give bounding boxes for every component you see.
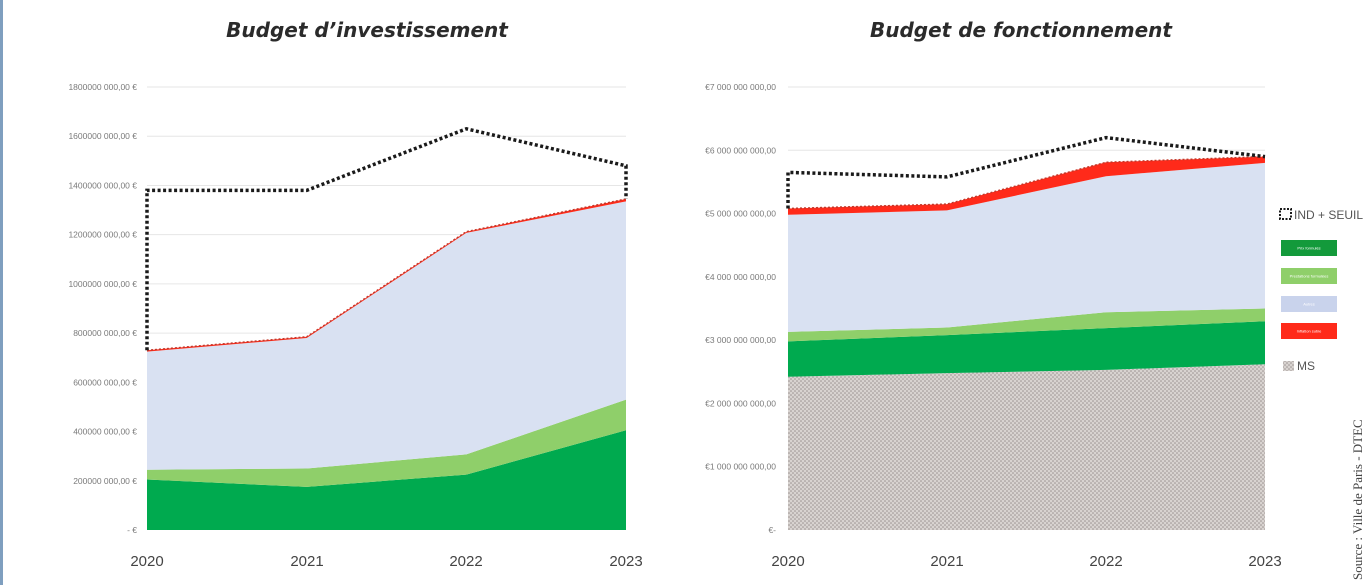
operating-chart: Budget de fonctionnement €- €1 000 000 000…	[705, 18, 1282, 570]
area-series-2	[147, 201, 626, 470]
x-tick-label: 2023	[1248, 553, 1281, 570]
y-tick-label: €4 000 000 000,00	[705, 272, 776, 282]
legend-item: Inflation subie	[1281, 323, 1337, 339]
threshold-line	[786, 135, 1266, 209]
y-tick-label: €5 000 000 000,00	[705, 209, 776, 219]
legend-label: Inflation subie	[1297, 329, 1322, 334]
legend-swatch	[1281, 268, 1337, 284]
y-tick-label: €2 000 000 000,00	[705, 398, 776, 408]
y-tick-label: 800000 000,00 €	[73, 328, 137, 338]
area-series-2	[788, 308, 1265, 342]
inflation-edge-line	[146, 198, 627, 352]
legend-label: IND + SEUIL	[1294, 208, 1363, 222]
y-tick-label: 1200000 000,00 €	[68, 230, 137, 240]
investment-chart: Budget d’investissement - € 200000 000,00 …	[68, 18, 642, 570]
y-tick-label: - €	[127, 525, 137, 535]
source-note: Source : Ville de Paris - DTEC	[1350, 419, 1365, 580]
legend-swatch	[1281, 296, 1337, 312]
legend-label: Prix formulés	[1297, 246, 1320, 251]
legend-item: Autres	[1281, 296, 1337, 312]
y-tick-label: €7 000 000 000,00	[705, 82, 776, 92]
area-series-1	[788, 321, 1265, 377]
y-tick-label: 1800000 000,00 €	[68, 82, 137, 92]
threshold-line	[145, 126, 628, 351]
area-series-3	[788, 162, 1265, 332]
area-series-0	[147, 430, 626, 530]
legend-label: Autres	[1303, 302, 1315, 307]
y-tick-label: €-	[768, 525, 776, 535]
y-tick-label: 1400000 000,00 €	[68, 180, 137, 190]
y-tick-label: 400000 000,00 €	[73, 427, 137, 437]
legend-label: MS	[1297, 359, 1315, 373]
legend-item: MS	[1283, 359, 1315, 373]
y-tick-label: €6 000 000 000,00	[705, 145, 776, 155]
y-tick-label: 200000 000,00 €	[73, 476, 137, 486]
y-tick-label: 1600000 000,00 €	[68, 131, 137, 141]
legend-swatch	[1281, 240, 1337, 256]
y-tick-label: 600000 000,00 €	[73, 377, 137, 387]
area-series-4	[788, 156, 1265, 215]
y-tick-label: 1000000 000,00 €	[68, 279, 137, 289]
legend-item: IND + SEUIL	[1279, 208, 1363, 222]
x-tick-label: 2020	[130, 553, 163, 570]
legend: IND + SEUIL Prix formulés Prestations form…	[1279, 208, 1363, 373]
area-series-1	[147, 399, 626, 487]
legend-label: Prestations formulées	[1290, 274, 1329, 279]
y-tick-label: €3 000 000 000,00	[705, 335, 776, 345]
area-series-0	[788, 364, 1265, 530]
chart-title: Budget d’investissement	[226, 18, 509, 42]
legend-item: Prix formulés	[1281, 240, 1337, 256]
x-tick-label: 2022	[449, 553, 482, 570]
x-tick-label: 2020	[771, 553, 804, 570]
x-tick-label: 2021	[290, 553, 323, 570]
y-tick-label: €1 000 000 000,00	[705, 462, 776, 472]
legend-swatch	[1283, 361, 1294, 371]
x-tick-label: 2021	[930, 553, 963, 570]
legend-item: Prestations formulées	[1281, 268, 1337, 284]
legend-swatch	[1281, 323, 1337, 339]
x-tick-label: 2022	[1089, 553, 1122, 570]
chart-title: Budget de fonctionnement	[870, 18, 1173, 42]
inflation-edge-line	[787, 155, 1266, 210]
x-tick-label: 2023	[609, 553, 642, 570]
legend-swatch	[1279, 208, 1292, 220]
